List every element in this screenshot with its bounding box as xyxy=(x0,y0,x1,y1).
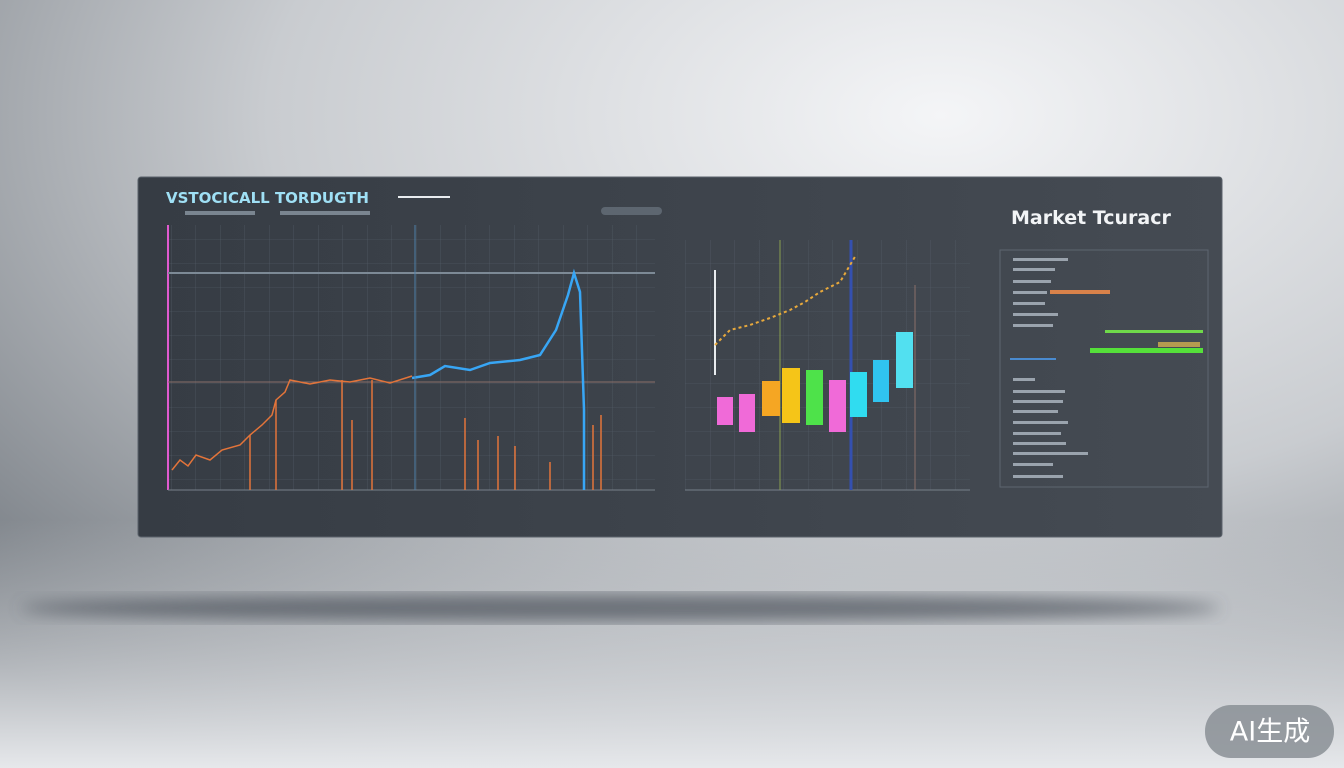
panel-title: Market Tcuracr xyxy=(1011,207,1171,229)
highlight-bar xyxy=(1105,330,1203,333)
subtitle-placeholder xyxy=(185,211,255,215)
watermark: AI生成 xyxy=(1230,717,1310,748)
highlight-bar xyxy=(1158,342,1200,347)
subtitle-placeholder xyxy=(280,211,370,215)
middle-grid xyxy=(685,240,970,490)
list-box xyxy=(999,249,1209,488)
trend-series xyxy=(714,254,857,346)
blue-series xyxy=(411,268,586,490)
highlight-bar xyxy=(1090,348,1203,353)
highlight-bar xyxy=(1010,358,1056,360)
shadow xyxy=(20,594,1220,622)
list-placeholders xyxy=(1013,258,1088,478)
header-title: VSTOCICALL TORDUGTH xyxy=(166,189,369,207)
orange-spikes xyxy=(249,380,602,490)
candles xyxy=(717,332,913,432)
highlight-bar xyxy=(1050,290,1110,294)
orange-series xyxy=(171,375,413,471)
floor xyxy=(0,520,1344,768)
toggle[interactable] xyxy=(601,207,662,215)
watermark-badge xyxy=(1205,705,1334,758)
